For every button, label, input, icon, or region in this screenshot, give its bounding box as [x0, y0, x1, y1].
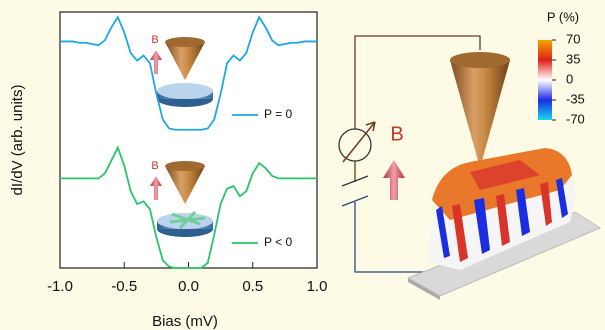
legend-label: P < 0 [264, 235, 292, 249]
surface [408, 148, 600, 300]
tip [450, 52, 510, 168]
colorbar-tick-label: -35 [566, 91, 585, 106]
annotation: B [390, 123, 403, 145]
x-axis-label: Bias (mV) [152, 313, 218, 330]
annotation: B [151, 160, 158, 172]
x-tick-label: 0.0 [178, 278, 199, 295]
x-tick-label: -1.0 [47, 278, 73, 295]
x-tick-label: 0.5 [242, 278, 263, 295]
y-axis-label: dI/dV (arb. units) [9, 85, 26, 196]
annotation: B [151, 34, 158, 46]
legend-label: P = 0 [264, 107, 292, 121]
colorbar-tick-label: 70 [566, 31, 580, 46]
colorbar-tick-label: -70 [566, 111, 585, 126]
x-tick-label: 1.0 [307, 278, 328, 295]
colorbar-tick-label: 35 [566, 51, 580, 66]
figure: B B Bias (mV) dI/dV (arb. units) B P (%)… [0, 0, 605, 330]
colorbar-tick-label: 0 [566, 71, 573, 86]
colorbar [538, 40, 552, 120]
x-tick-label: -0.5 [111, 278, 137, 295]
field-arrow [383, 160, 405, 200]
colorbar-title: P (%) [547, 9, 579, 24]
